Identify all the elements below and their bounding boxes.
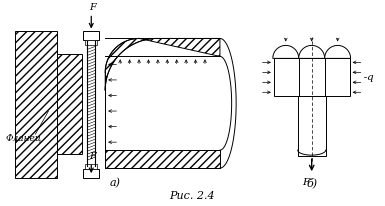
Polygon shape [299, 46, 325, 58]
Bar [274, 58, 350, 96]
Text: q: q [367, 73, 373, 82]
Polygon shape [105, 39, 220, 90]
Text: F: F [89, 2, 95, 12]
Bar [83, 32, 99, 40]
Bar [298, 96, 326, 156]
Text: Рис. 2.4: Рис. 2.4 [169, 191, 215, 201]
Text: б): б) [306, 177, 317, 188]
Bar [15, 32, 57, 178]
Bar [85, 164, 97, 169]
Text: а): а) [110, 178, 121, 188]
Text: F: F [89, 152, 95, 161]
Bar [83, 169, 99, 178]
Bar [57, 54, 82, 154]
Bar [85, 40, 97, 45]
Bar [105, 150, 220, 168]
Text: Фланец: Фланец [5, 134, 42, 143]
Polygon shape [325, 46, 351, 58]
Polygon shape [273, 46, 299, 58]
Text: F: F [303, 178, 310, 187]
